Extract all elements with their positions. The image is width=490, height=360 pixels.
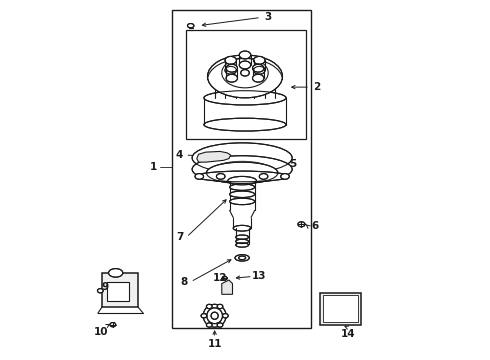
Text: 7: 7 xyxy=(176,232,184,242)
Ellipse shape xyxy=(109,269,123,277)
Text: 9: 9 xyxy=(101,282,108,292)
Ellipse shape xyxy=(298,222,305,227)
Ellipse shape xyxy=(259,174,268,179)
Ellipse shape xyxy=(253,66,265,74)
Ellipse shape xyxy=(235,255,249,261)
Ellipse shape xyxy=(222,276,227,280)
Ellipse shape xyxy=(239,51,251,59)
Ellipse shape xyxy=(230,184,255,190)
Ellipse shape xyxy=(225,57,237,64)
Ellipse shape xyxy=(236,243,248,247)
Text: 13: 13 xyxy=(252,271,267,282)
Ellipse shape xyxy=(98,289,103,293)
Ellipse shape xyxy=(226,64,238,72)
Ellipse shape xyxy=(222,314,228,318)
Text: 8: 8 xyxy=(181,277,188,287)
Bar xyxy=(107,282,129,301)
Ellipse shape xyxy=(192,156,292,183)
Text: 5: 5 xyxy=(290,159,297,169)
Ellipse shape xyxy=(196,171,289,182)
Ellipse shape xyxy=(110,323,116,327)
Text: 3: 3 xyxy=(265,13,272,22)
Ellipse shape xyxy=(201,314,207,318)
Ellipse shape xyxy=(217,323,223,327)
Ellipse shape xyxy=(226,74,238,82)
Ellipse shape xyxy=(192,143,292,173)
Ellipse shape xyxy=(252,74,264,82)
Ellipse shape xyxy=(233,225,251,231)
Ellipse shape xyxy=(206,323,212,327)
Ellipse shape xyxy=(207,55,283,98)
Ellipse shape xyxy=(204,91,286,105)
Polygon shape xyxy=(197,152,231,162)
Ellipse shape xyxy=(217,304,223,309)
Ellipse shape xyxy=(195,174,203,179)
Ellipse shape xyxy=(230,191,255,198)
Text: 12: 12 xyxy=(213,273,227,283)
Text: 2: 2 xyxy=(313,82,320,92)
Ellipse shape xyxy=(225,66,237,74)
Ellipse shape xyxy=(281,174,289,179)
Bar xyxy=(186,30,306,139)
Ellipse shape xyxy=(241,69,249,76)
Ellipse shape xyxy=(206,162,278,184)
Bar xyxy=(172,10,311,328)
Ellipse shape xyxy=(236,239,248,244)
Text: 10: 10 xyxy=(94,327,109,337)
Polygon shape xyxy=(222,280,232,294)
Text: 6: 6 xyxy=(311,221,318,231)
Text: 11: 11 xyxy=(207,339,222,349)
Ellipse shape xyxy=(236,235,248,239)
Bar xyxy=(320,293,361,325)
Ellipse shape xyxy=(253,57,265,64)
Text: 14: 14 xyxy=(341,329,356,339)
Text: 1: 1 xyxy=(150,162,157,172)
Ellipse shape xyxy=(217,174,225,179)
Ellipse shape xyxy=(252,64,264,72)
Ellipse shape xyxy=(211,312,218,319)
Ellipse shape xyxy=(239,61,251,69)
Ellipse shape xyxy=(204,118,286,131)
Bar xyxy=(102,273,138,307)
Ellipse shape xyxy=(188,23,194,28)
Bar xyxy=(323,296,358,322)
Ellipse shape xyxy=(228,176,256,185)
Ellipse shape xyxy=(206,304,212,309)
Ellipse shape xyxy=(207,308,222,324)
Ellipse shape xyxy=(239,256,245,260)
Ellipse shape xyxy=(230,198,255,204)
Ellipse shape xyxy=(203,304,226,327)
Text: 4: 4 xyxy=(175,150,183,160)
